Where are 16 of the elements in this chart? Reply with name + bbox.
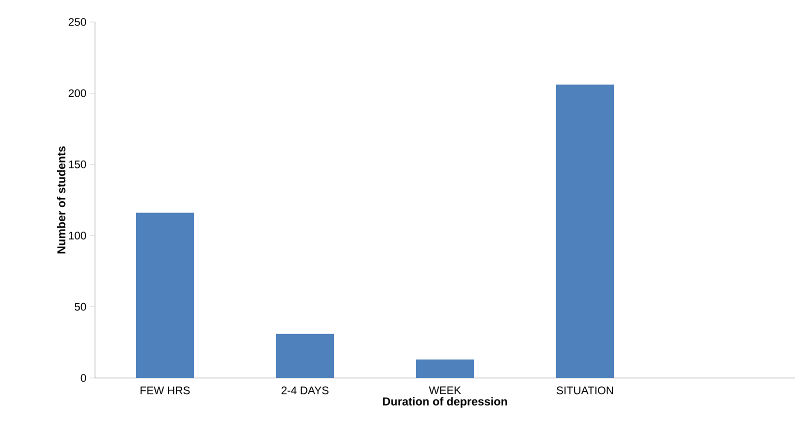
y-tick-label: 0: [80, 374, 86, 382]
x-tick-label: FEW HRS: [140, 386, 190, 394]
y-tick-label: 150: [69, 160, 86, 168]
bar: [276, 334, 334, 378]
y-tick-label: 200: [68, 89, 86, 98]
y-tick-label: 100: [69, 232, 86, 240]
bar: [136, 212, 194, 378]
y-tick-label: 50: [74, 302, 86, 311]
x-tick-label: 2-4 DAYS: [282, 386, 328, 394]
y-tick-label: 250: [68, 18, 86, 26]
x-tick-label: SITUATION: [556, 386, 613, 394]
y-axis-title: Number of students: [56, 146, 66, 254]
x-axis-title: Duration of depression: [383, 397, 507, 408]
bar: [416, 359, 474, 378]
bar: [556, 84, 614, 378]
x-tick-label: WEEK: [428, 386, 462, 394]
